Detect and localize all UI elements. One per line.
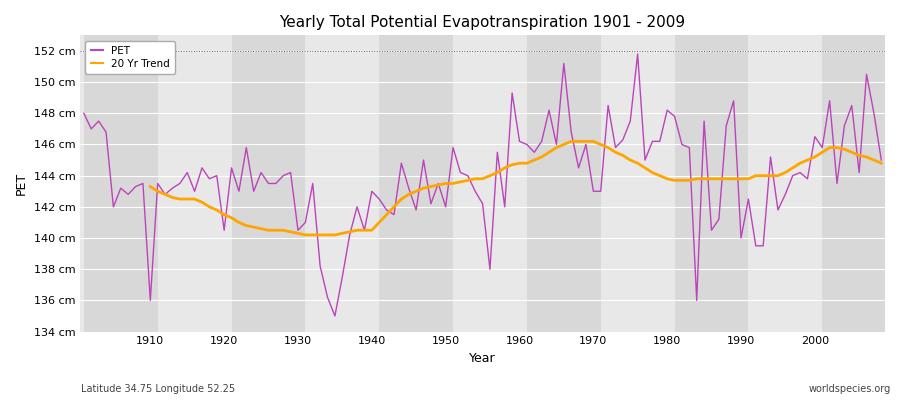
Text: Latitude 34.75 Longitude 52.25: Latitude 34.75 Longitude 52.25: [81, 384, 235, 394]
Bar: [675, 35, 749, 332]
Text: worldspecies.org: worldspecies.org: [809, 384, 891, 394]
PET: [514, 139, 525, 144]
Bar: [158, 35, 231, 332]
20 Yr Trend: [595, 142, 606, 147]
20 Yr Trend: [566, 139, 577, 144]
PET: [300, 220, 310, 225]
Bar: [600, 35, 675, 332]
PET: [138, 181, 148, 186]
20 Yr Trend: [145, 184, 156, 189]
PET: [632, 52, 643, 56]
PET: [876, 158, 886, 162]
Bar: [231, 35, 305, 332]
Y-axis label: PET: PET: [15, 172, 28, 195]
PET: [329, 314, 340, 318]
Bar: [823, 35, 888, 332]
Title: Yearly Total Potential Evapotranspiration 1901 - 2009: Yearly Total Potential Evapotranspiratio…: [280, 15, 686, 30]
Bar: [305, 35, 379, 332]
20 Yr Trend: [529, 158, 540, 162]
PET: [521, 142, 532, 147]
Legend: PET, 20 Yr Trend: PET, 20 Yr Trend: [86, 40, 176, 74]
20 Yr Trend: [832, 145, 842, 150]
PET: [78, 111, 89, 116]
PET: [610, 145, 621, 150]
20 Yr Trend: [285, 229, 296, 234]
PET: [352, 204, 363, 209]
Bar: [84, 35, 158, 332]
Bar: [379, 35, 453, 332]
X-axis label: Year: Year: [469, 352, 496, 365]
Bar: [749, 35, 823, 332]
20 Yr Trend: [854, 153, 865, 158]
20 Yr Trend: [322, 232, 333, 237]
Bar: [526, 35, 600, 332]
20 Yr Trend: [876, 161, 886, 166]
Bar: [453, 35, 526, 332]
20 Yr Trend: [300, 232, 310, 237]
Line: PET: PET: [84, 54, 881, 316]
Line: 20 Yr Trend: 20 Yr Trend: [150, 141, 881, 235]
